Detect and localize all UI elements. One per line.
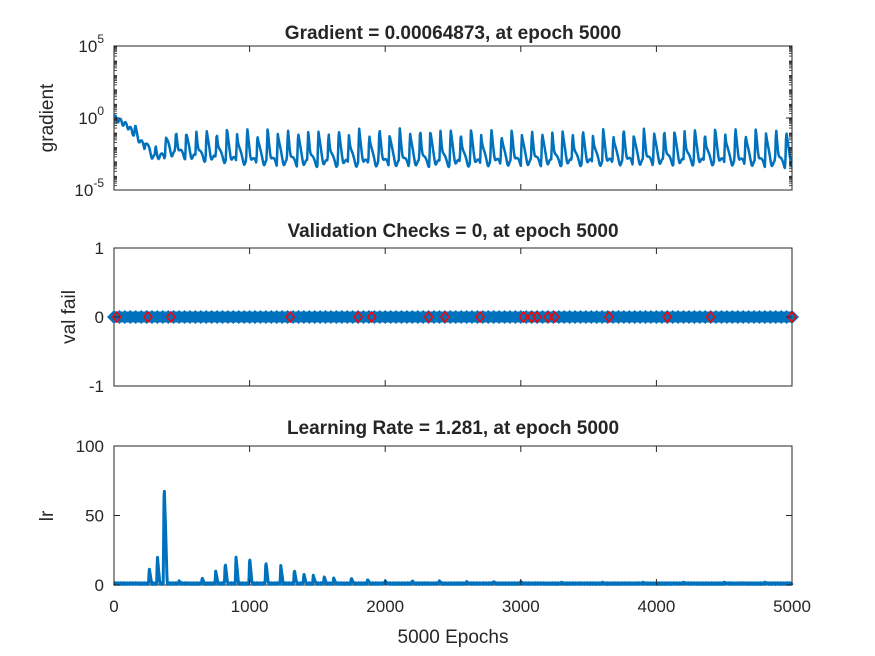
validation-yticks: -1 0 1 xyxy=(89,239,104,396)
learning-rate-ytick-label: 50 xyxy=(85,507,104,526)
gradient-axes xyxy=(113,45,793,191)
learning-rate-plot-area xyxy=(112,445,794,586)
learning-rate-xtick-label: 5000 xyxy=(773,597,811,616)
gradient-series-line xyxy=(112,114,793,170)
validation-highlight-marker xyxy=(165,310,176,324)
validation-highlight-marker xyxy=(549,310,560,324)
gradient-ytick-base: 10 xyxy=(74,181,93,200)
learning-rate-subplot: Learning Rate = 1.281, at epoch 5000 lr … xyxy=(37,418,811,648)
gradient-ytick-exp: 5 xyxy=(97,32,104,46)
gradient-ytick-label: 100 xyxy=(78,104,104,128)
validation-highlight-marker xyxy=(532,310,543,324)
gradient-ytick-exp: 0 xyxy=(97,104,104,118)
learning-rate-xticks: 0 1000 2000 3000 4000 5000 xyxy=(109,597,811,616)
validation-highlight-marker xyxy=(542,310,553,324)
learning-rate-ytick-label: 0 xyxy=(95,576,104,595)
learning-rate-series-line xyxy=(112,489,794,586)
validation-highlight-marker xyxy=(353,310,364,324)
validation-highlight-marker xyxy=(423,310,434,324)
validation-highlight-marker xyxy=(787,310,797,324)
validation-plot-area xyxy=(107,247,799,387)
validation-ylabel: val fail xyxy=(59,290,80,344)
validation-subplot: Validation Checks = 0, at epoch 5000 val… xyxy=(59,221,799,396)
learning-rate-ytick-label: 100 xyxy=(76,437,104,456)
validation-highlight-marker xyxy=(285,310,296,324)
gradient-ytick-base: 10 xyxy=(78,37,97,56)
validation-highlight-marker xyxy=(439,310,450,324)
learning-rate-xtick-label: 3000 xyxy=(502,597,540,616)
gradient-ylabel: gradient xyxy=(37,83,58,152)
learning-rate-axes xyxy=(113,445,793,586)
learning-rate-xtick-label: 1000 xyxy=(231,597,269,616)
validation-highlight-marker xyxy=(526,310,537,324)
validation-ytick-label: 1 xyxy=(95,239,104,258)
learning-rate-xtick-label: 0 xyxy=(109,597,118,616)
gradient-ytick-base: 10 xyxy=(78,109,97,128)
gradient-plot-area xyxy=(112,45,793,191)
validation-highlight-marker xyxy=(142,310,153,324)
validation-title: Validation Checks = 0, at epoch 5000 xyxy=(287,221,618,242)
validation-highlight-marker xyxy=(705,310,716,324)
learning-rate-ylabel: lr xyxy=(37,510,58,521)
validation-highlight-marker xyxy=(662,310,673,324)
gradient-title: Gradient = 0.00064873, at epoch 5000 xyxy=(285,23,621,44)
learning-rate-yticks: 0 50 100 xyxy=(76,437,104,595)
gradient-ytick-label: 105 xyxy=(78,32,104,56)
learning-rate-title: Learning Rate = 1.281, at epoch 5000 xyxy=(287,418,619,439)
validation-highlight-marker xyxy=(475,310,486,324)
learning-rate-xtick-label: 4000 xyxy=(637,597,675,616)
gradient-ytick-label: 10-5 xyxy=(74,176,104,200)
validation-ytick-label: -1 xyxy=(89,377,104,396)
gradient-subplot: Gradient = 0.00064873, at epoch 5000 gra… xyxy=(37,23,793,200)
validation-highlight-marker xyxy=(366,310,377,324)
validation-highlight-marker xyxy=(603,310,614,324)
learning-rate-xlabel: 5000 Epochs xyxy=(398,627,509,648)
learning-rate-xtick-label: 2000 xyxy=(366,597,404,616)
validation-highlight-marker xyxy=(111,310,122,324)
validation-ytick-label: 0 xyxy=(95,308,104,327)
gradient-ytick-exp: -5 xyxy=(93,176,104,190)
